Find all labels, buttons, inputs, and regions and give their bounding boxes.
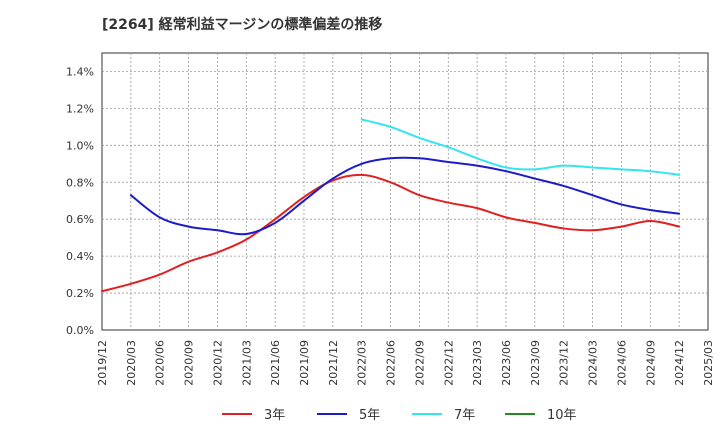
x-tick-label: 2023/03 — [471, 340, 484, 386]
x-tick-label: 2020/09 — [183, 340, 196, 386]
y-tick-label: 1.2% — [66, 102, 94, 115]
y-tick-label: 0.4% — [66, 250, 94, 263]
x-tick-label: 2020/06 — [154, 340, 167, 386]
y-axis: 0.0% 0.2% 0.4% 0.6% 0.8% 1.0% 1.2% 1.4% — [66, 65, 94, 337]
x-tick-label: 2023/09 — [529, 340, 542, 386]
x-tick-label: 2022/09 — [413, 340, 426, 386]
x-tick-label: 2022/12 — [442, 340, 455, 386]
x-tick-label: 2021/09 — [298, 340, 311, 386]
y-tick-label: 0.6% — [66, 213, 94, 226]
chart-title: [2264] 経常利益マージンの標準偏差の推移 — [102, 16, 382, 33]
x-tick-label: 2025/03 — [702, 340, 715, 386]
x-tick-label: 2022/06 — [385, 340, 398, 386]
series-line-0 — [101, 173, 681, 293]
legend-label: 3年 — [264, 408, 285, 423]
legend-label: 7年 — [454, 408, 475, 423]
x-tick-label: 2024/03 — [587, 340, 600, 386]
legend-label: 5年 — [359, 408, 380, 423]
x-tick-label: 2021/03 — [240, 340, 253, 386]
y-tick-label: 1.0% — [66, 139, 94, 152]
y-tick-label: 0.0% — [66, 324, 94, 337]
series-lines — [101, 118, 681, 293]
x-axis: 2019/12 2020/03 2020/06 2020/09 2020/12 2021/… — [96, 340, 715, 386]
series-line-1 — [129, 156, 681, 236]
x-tick-label: 2023/12 — [558, 340, 571, 386]
series-line-2 — [360, 118, 681, 176]
x-tick-label: 2023/06 — [500, 340, 513, 386]
legend: 3年 5年 7年 10年 — [222, 408, 577, 423]
x-tick-label: 2024/06 — [615, 340, 628, 386]
y-tick-label: 1.4% — [66, 65, 94, 78]
plot-area — [101, 52, 709, 331]
x-tick-label: 2024/09 — [644, 340, 657, 386]
x-tick-label: 2021/12 — [327, 340, 340, 386]
x-tick-label: 2021/06 — [269, 340, 282, 386]
x-tick-label: 2022/03 — [356, 340, 369, 386]
y-tick-label: 0.8% — [66, 176, 94, 189]
x-tick-label: 2020/03 — [125, 340, 138, 386]
x-tick-label: 2019/12 — [96, 340, 109, 386]
y-tick-label: 0.2% — [66, 287, 94, 300]
legend-label: 10年 — [547, 408, 577, 423]
x-tick-label: 2020/12 — [211, 340, 224, 386]
x-tick-label: 2024/12 — [673, 340, 686, 386]
